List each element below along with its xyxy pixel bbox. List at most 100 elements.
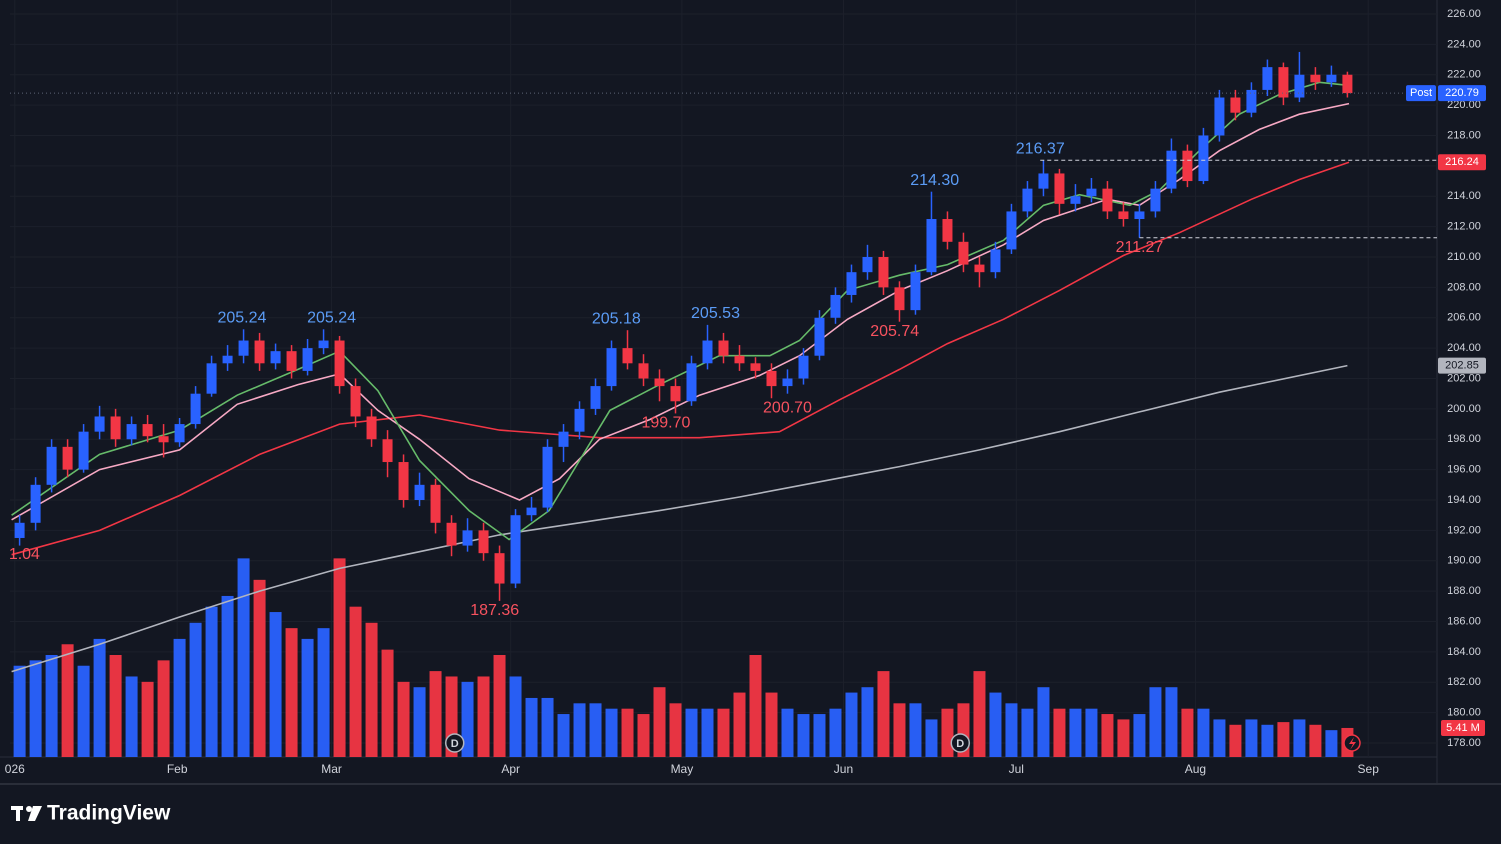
volume-bar <box>973 671 986 757</box>
volume-bar <box>173 638 186 757</box>
x-tick-label: May <box>671 762 694 776</box>
y-tick-label: 220.00 <box>1447 99 1481 111</box>
volume-bar <box>637 714 650 757</box>
high-low-label: 1.04 <box>9 546 40 563</box>
volume-bar <box>1245 719 1258 757</box>
candle-body <box>206 363 217 394</box>
candle-body <box>814 317 825 356</box>
y-tick-label: 214.00 <box>1447 190 1481 202</box>
candle-body <box>622 348 633 364</box>
volume-bar <box>1037 687 1050 757</box>
volume-bar <box>61 644 74 757</box>
volume-bar <box>221 595 234 757</box>
volume-bar <box>669 703 682 757</box>
logo-icon <box>11 806 42 821</box>
volume-bar <box>1101 714 1114 757</box>
price-tag-label: 202.85 <box>1445 359 1479 371</box>
volume-bar <box>413 687 426 757</box>
volume-bar <box>1309 724 1322 757</box>
candle-body <box>158 436 169 443</box>
y-tick-label: 192.00 <box>1447 524 1481 536</box>
candle-body <box>398 462 409 501</box>
volume-bar <box>1277 722 1290 757</box>
candle-body <box>910 272 921 311</box>
y-tick-label: 202.00 <box>1447 372 1481 384</box>
volume-bar <box>1165 687 1178 757</box>
candle-body <box>366 416 377 440</box>
candle-body <box>414 484 425 501</box>
candle-body <box>62 446 73 470</box>
high-low-label: 205.53 <box>691 305 740 322</box>
candle-body <box>1134 211 1145 220</box>
candle-body <box>1038 173 1049 189</box>
candle-body <box>1230 97 1241 113</box>
price-tag-label: 220.79 <box>1445 87 1479 99</box>
x-tick-label: Jul <box>1009 762 1024 776</box>
dividend-label: D <box>956 738 964 750</box>
candle-body <box>926 219 937 273</box>
volume-bar <box>557 714 570 757</box>
y-tick-label: 188.00 <box>1447 585 1481 597</box>
candle-body <box>110 416 121 440</box>
volume-bar <box>461 681 474 757</box>
candle-body <box>878 256 889 288</box>
candle-body <box>142 424 153 437</box>
candle-body <box>334 340 345 387</box>
candle-body <box>638 363 649 379</box>
volume-bar <box>109 655 122 757</box>
candle-body <box>350 386 361 417</box>
volume-bar <box>29 660 42 757</box>
volume-bar <box>749 655 762 757</box>
volume-bar <box>1213 719 1226 757</box>
annotations: 1.04 205.24 205.24 187.36 205.18 199.70 205.53… <box>9 92 1437 753</box>
candle-body <box>510 515 521 584</box>
volume-bar <box>317 628 330 757</box>
candle-body <box>1246 89 1257 113</box>
volume-bar <box>813 714 826 757</box>
candle-body <box>318 340 329 349</box>
volume-bar <box>573 703 586 757</box>
candle-body <box>254 340 265 364</box>
volume-bar <box>765 692 778 757</box>
volume-bar <box>333 558 346 757</box>
candle-body <box>958 241 969 265</box>
volume-bar <box>509 676 522 757</box>
y-tick-label: 196.00 <box>1447 464 1481 476</box>
volume-bar <box>1085 708 1098 757</box>
volume-bar <box>1149 687 1162 757</box>
candle-body <box>302 348 313 371</box>
y-tick-label: 186.00 <box>1447 615 1481 627</box>
candle-body <box>494 553 505 584</box>
x-tick-label: 026 <box>5 762 25 776</box>
x-tick-label: Sep <box>1358 762 1380 776</box>
volume-bar <box>989 692 1002 757</box>
candle-body <box>1006 211 1017 250</box>
session-tag <box>1406 85 1436 102</box>
candle-body <box>14 522 25 538</box>
candle-body <box>974 264 985 273</box>
volume-bar <box>1325 730 1338 757</box>
candle-body <box>1070 196 1081 204</box>
y-tick-label: 178.00 <box>1447 737 1481 749</box>
candle-body <box>542 446 553 508</box>
y-tick-label: 206.00 <box>1447 312 1481 324</box>
candle-body <box>702 340 713 364</box>
candle-body <box>1326 74 1337 83</box>
candle-body <box>750 363 761 371</box>
volume-bar <box>13 665 26 757</box>
y-tick-label: 222.00 <box>1447 69 1481 81</box>
volume-bar <box>541 697 554 757</box>
candle-body <box>462 530 473 546</box>
volume-bar <box>381 649 394 757</box>
high-low-label: 216.37 <box>1016 140 1065 157</box>
candle-body <box>526 507 537 516</box>
candle-body <box>238 340 249 356</box>
candle-body <box>654 378 665 387</box>
volume-bar <box>925 719 938 757</box>
y-tick-label: 224.00 <box>1447 38 1481 50</box>
high-low-label: 187.36 <box>470 602 519 619</box>
candle-body <box>590 386 601 409</box>
x-tick-label: Mar <box>321 762 342 776</box>
price-tag <box>1438 357 1486 374</box>
